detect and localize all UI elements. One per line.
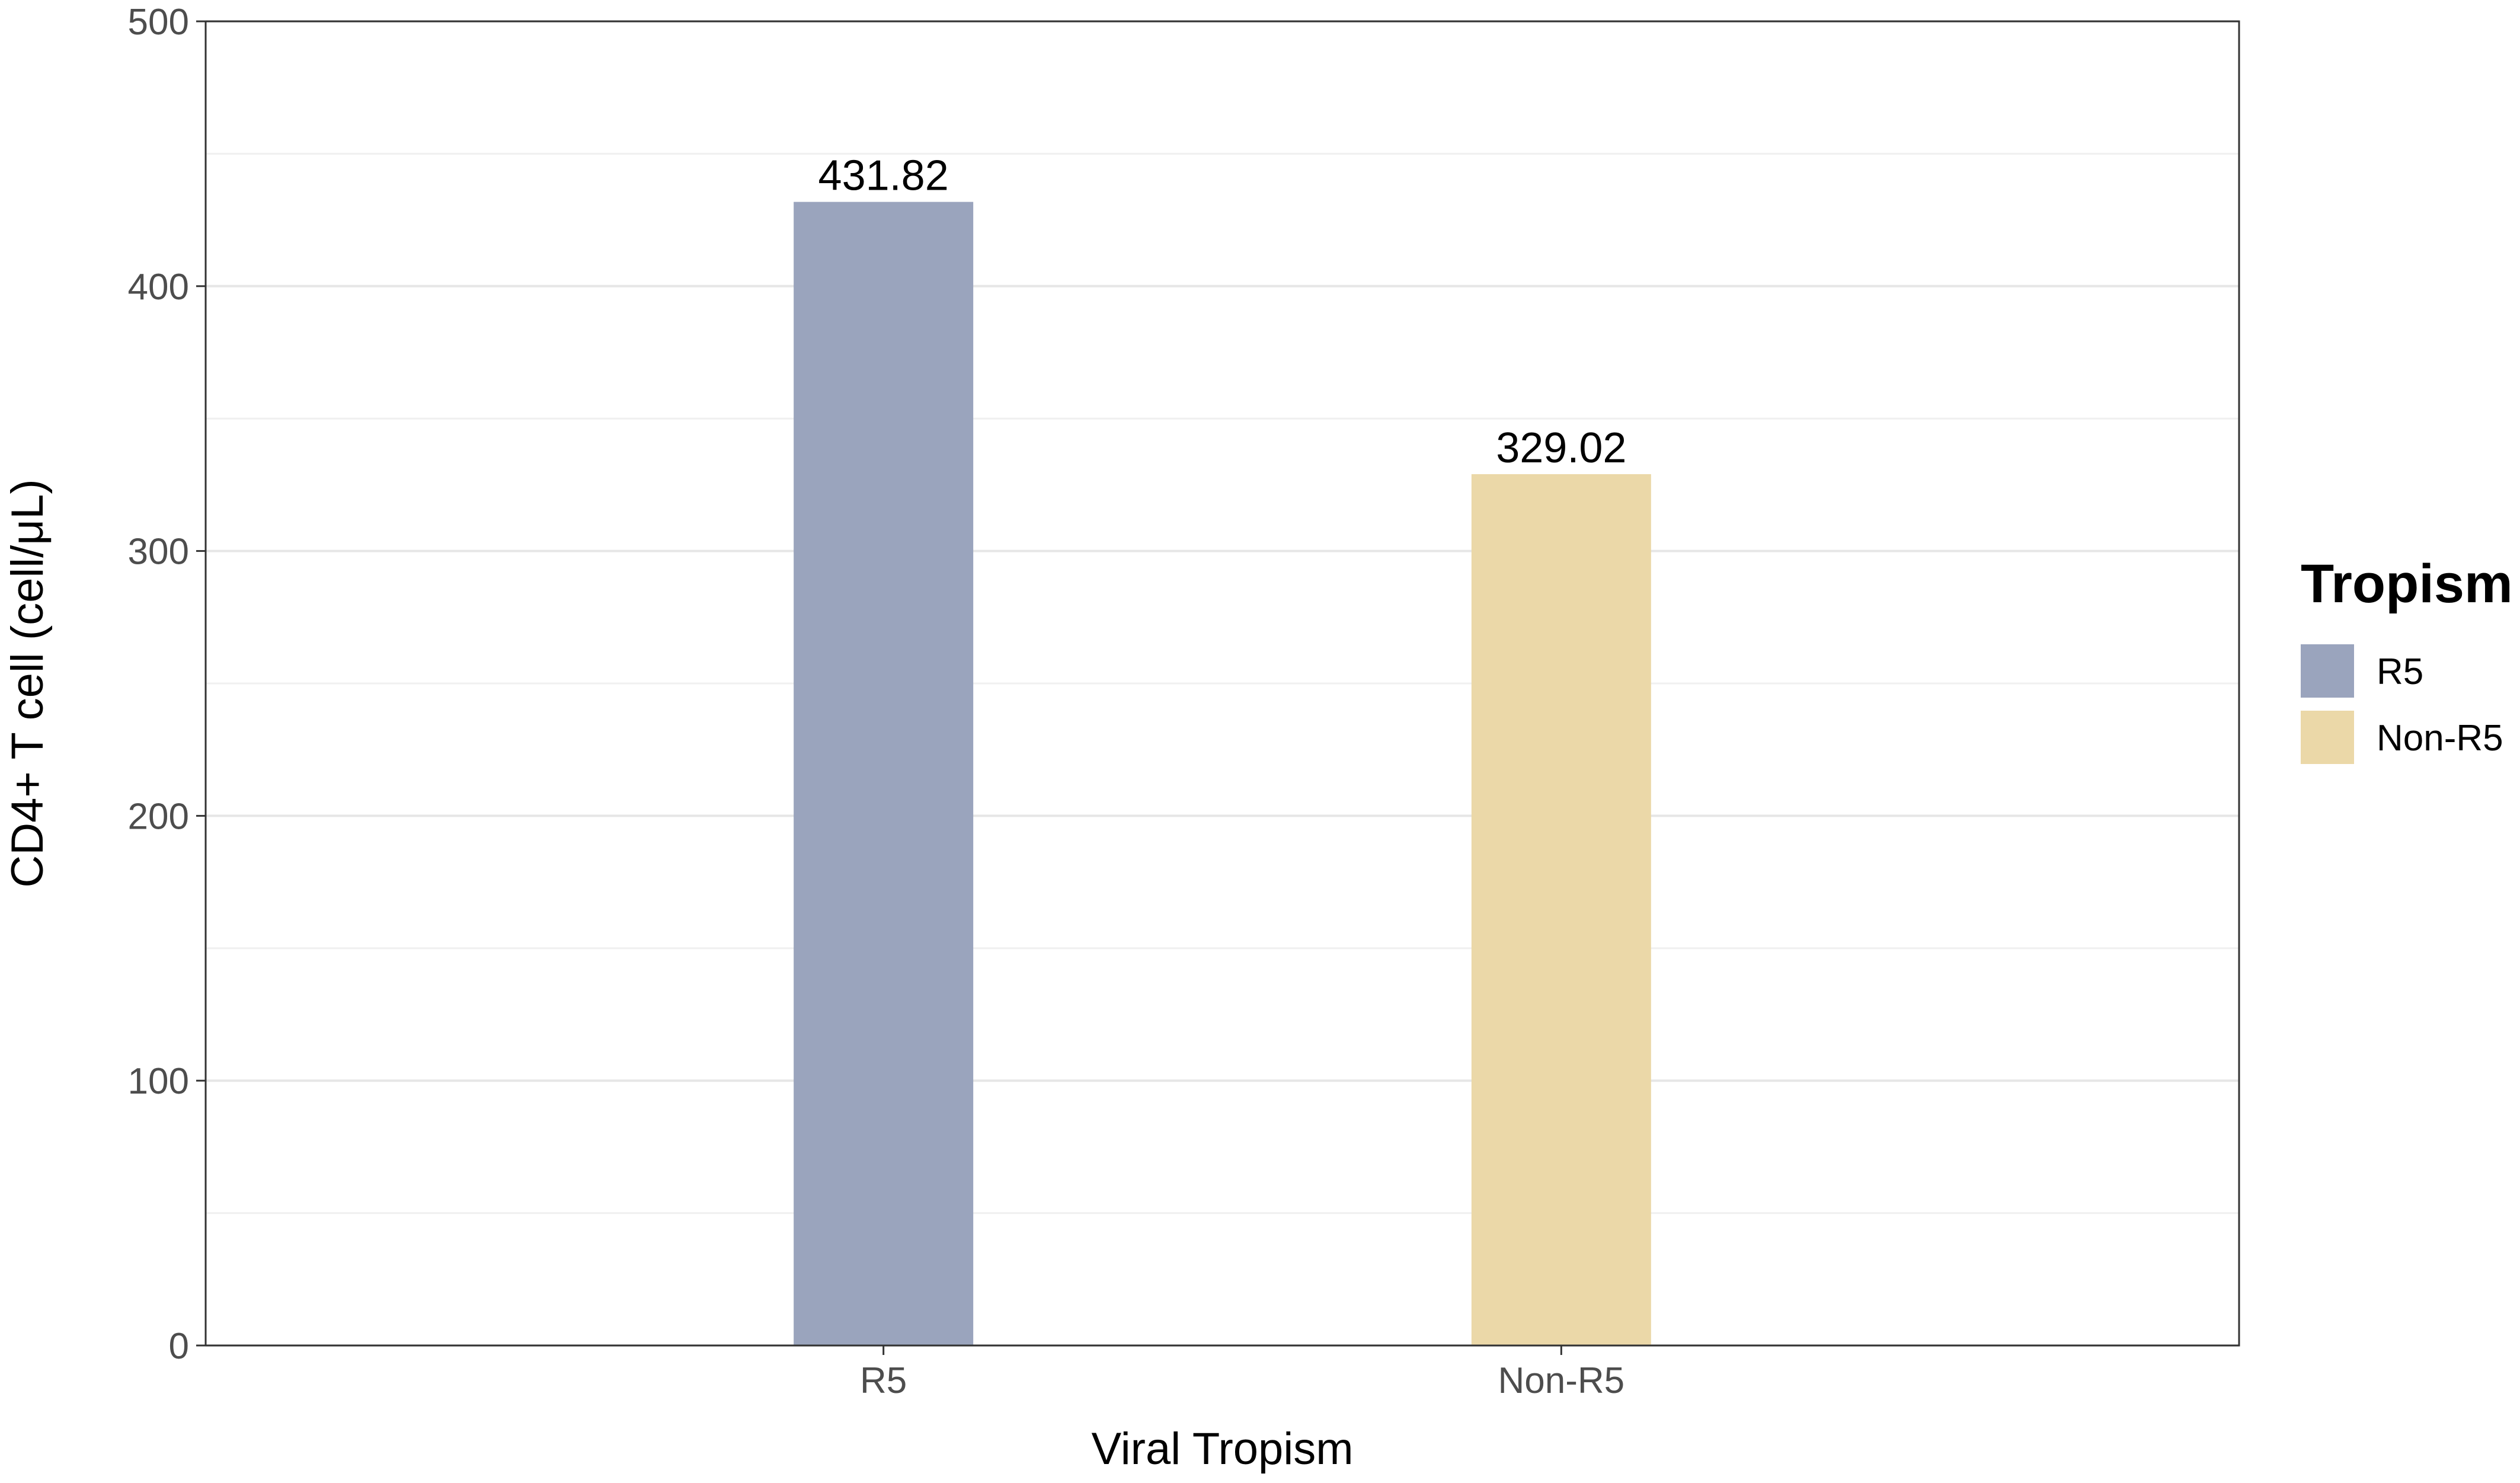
y-tick-label: 500 (128, 2, 189, 43)
grid-lines (206, 20, 2239, 1347)
legend-swatch (2301, 644, 2354, 698)
legend-swatch (2301, 711, 2354, 764)
y-tick-label: 0 (169, 1326, 189, 1367)
legend-items: R5 Non-R5 (2301, 644, 2503, 764)
x-tick-label: R5 (860, 1360, 907, 1401)
data-labels: 431.82 329.02 (818, 152, 1627, 472)
y-axis: 0 100 200 300 400 500 (128, 2, 206, 1367)
x-tick-label: Non-R5 (1498, 1360, 1625, 1401)
bars (794, 202, 1651, 1346)
bar-value-label: 329.02 (1496, 424, 1626, 472)
y-tick-label: 200 (128, 796, 189, 837)
y-tick-label: 300 (128, 532, 189, 573)
bar-value-label: 431.82 (818, 152, 949, 200)
legend-label: R5 (2377, 651, 2423, 692)
legend-label: Non-R5 (2377, 718, 2503, 759)
y-tick-label: 400 (128, 267, 189, 308)
y-axis-title: CD4+ T cell (cell/μL) (2, 479, 53, 887)
x-axis: R5 Non-R5 (860, 1345, 1624, 1401)
y-tick-label: 100 (128, 1061, 189, 1102)
plot-panel-border (204, 20, 2240, 1347)
bar-non-r5 (1471, 474, 1651, 1345)
x-axis-title: Viral Tropism (1091, 1424, 1353, 1474)
legend-title: Tropism (2301, 554, 2513, 614)
bar-r5 (794, 202, 974, 1346)
legend: Tropism R5 Non-R5 (2301, 554, 2513, 764)
